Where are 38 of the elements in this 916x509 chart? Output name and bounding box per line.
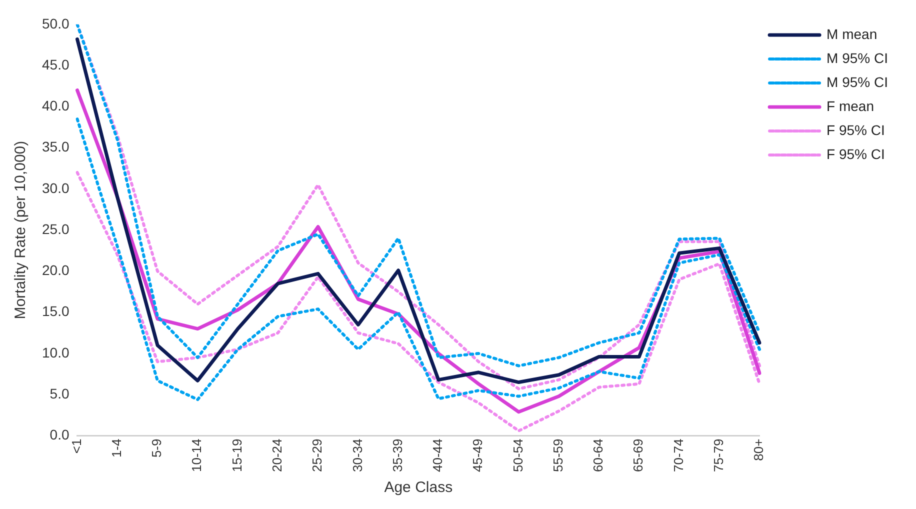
y-tick-label: 30.0 [42, 180, 70, 196]
y-tick-label: 10.0 [42, 344, 70, 360]
line-series [76, 170, 762, 432]
x-tick-label: 60-64 [590, 438, 606, 472]
y-tick-label: 45.0 [42, 56, 70, 72]
x-tick-label: 80+ [751, 438, 766, 461]
x-tick-label: 1-4 [108, 438, 124, 458]
y-tick-label: 0.0 [50, 426, 70, 443]
x-tick-label: 70-74 [670, 438, 686, 472]
y-tick-label: 15.0 [42, 303, 70, 320]
x-tick-label: <1 [68, 438, 84, 454]
x-tick-label: 25-29 [310, 438, 325, 472]
x-tick-label: 40-44 [430, 438, 446, 472]
legend-label: M 95% CI [826, 50, 888, 66]
legend-label: F 95% CI [826, 146, 885, 162]
x-tick-label: 20-24 [270, 438, 284, 472]
x-tick-label: 10-14 [189, 438, 204, 472]
legend-label: F 95% CI [826, 122, 885, 138]
x-tick-label: 35-39 [390, 438, 405, 472]
x-tick-label: 15-19 [229, 438, 244, 472]
x-tick-label: 55-59 [550, 438, 566, 472]
x-axis-title: Age Class [384, 479, 453, 496]
x-tick-label: 65-69 [630, 438, 646, 472]
y-tick-label: 35.0 [42, 138, 70, 155]
x-tick-label: 50-54 [510, 438, 526, 472]
x-tick-label: 5-9 [149, 438, 164, 458]
x-tick-label: 30-34 [350, 438, 365, 472]
y-tick-label: 50.0 [42, 15, 70, 32]
y-tick-label: 5.0 [50, 385, 70, 402]
y-tick-label: 25.0 [42, 220, 70, 237]
legend-label: M mean [826, 26, 878, 42]
y-tick-label: 20.0 [42, 262, 70, 278]
y-tick-label: 40.0 [42, 98, 70, 114]
y-axis-title: Mortality Rate (per 10,000) [12, 140, 30, 320]
legend-label: M 95% CI [826, 74, 888, 90]
x-tick-label: 45-49 [470, 438, 486, 472]
x-tick-label: 75-79 [710, 438, 726, 472]
legend-label: F mean [826, 98, 874, 114]
